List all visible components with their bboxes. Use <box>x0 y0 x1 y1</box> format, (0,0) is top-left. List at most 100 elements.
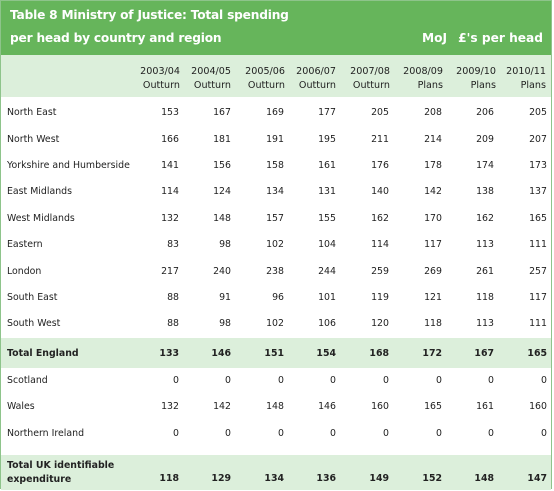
column-header-band: 2003/04 Outturn 2004/05 Outturn 2005/06 Out… <box>1 55 551 97</box>
cell-value: 83 <box>167 239 179 250</box>
cell-value: 173 <box>529 160 547 171</box>
cell-value: 129 <box>211 473 231 484</box>
cell-value: 119 <box>371 292 389 303</box>
cell-value: 0 <box>173 375 179 386</box>
cell-value: 121 <box>424 292 442 303</box>
cell-value: 217 <box>161 266 179 277</box>
cell-value: 166 <box>161 134 179 145</box>
row-label: Northern Ireland <box>7 428 85 439</box>
table-row: Eastern 83 98 102 104 114 117 113 111 <box>1 237 551 263</box>
table-row: Yorkshire and Humberside 141 156 158 161 176 1… <box>1 158 551 184</box>
table-row: North West 166 181 191 195 211 214 209 207 <box>1 132 551 158</box>
cell-value: 153 <box>161 107 179 118</box>
cell-value: 152 <box>422 473 442 484</box>
cell-value: 132 <box>161 213 179 224</box>
table-row: Wales 132 142 148 146 160 165 161 160 <box>1 399 551 425</box>
cell-value: 91 <box>219 292 231 303</box>
cell-value: 0 <box>225 375 231 386</box>
cell-value: 114 <box>371 239 389 250</box>
unit-label: £'s per head <box>458 31 543 45</box>
cell-value: 0 <box>278 428 284 439</box>
table-title: Table 8 Ministry of Justice: Total spend… <box>10 8 289 22</box>
cell-value: 0 <box>488 428 494 439</box>
col-header-2007-08: 2007/08 Outturn <box>350 66 390 91</box>
row-label-line1: Total UK identifiable <box>7 460 115 471</box>
table-row: Scotland 0 0 0 0 0 0 0 0 <box>1 373 551 399</box>
cell-value: 98 <box>219 239 231 250</box>
cell-value: 88 <box>167 318 179 329</box>
col-header-2005-06: 2005/06 Outturn <box>245 66 285 91</box>
cell-value: 177 <box>318 107 336 118</box>
cell-value: 165 <box>529 213 547 224</box>
cell-value: 106 <box>318 318 336 329</box>
cell-value: 167 <box>213 107 231 118</box>
col-header-2003-04: 2003/04 Outturn <box>140 66 180 91</box>
cell-value: 154 <box>316 348 336 359</box>
row-label: South West <box>7 318 61 329</box>
cell-value: 102 <box>266 318 284 329</box>
table-row: South East 88 91 96 101 119 121 118 117 <box>1 290 551 316</box>
row-label-line2: expenditure <box>7 474 72 485</box>
cell-value: 131 <box>318 186 336 197</box>
cell-value: 165 <box>527 348 547 359</box>
cell-value: 209 <box>476 134 494 145</box>
cell-value: 124 <box>213 186 231 197</box>
cell-value: 259 <box>371 266 389 277</box>
cell-value: 161 <box>318 160 336 171</box>
cell-value: 161 <box>476 401 494 412</box>
table-row: Northern Ireland 0 0 0 0 0 0 0 0 <box>1 426 551 452</box>
row-label: Wales <box>7 401 35 412</box>
row-label: North East <box>7 107 57 118</box>
cell-value: 114 <box>161 186 179 197</box>
cell-value: 111 <box>529 318 547 329</box>
row-label: Eastern <box>7 239 43 250</box>
cell-value: 206 <box>476 107 494 118</box>
cell-value: 168 <box>369 348 389 359</box>
row-label: Scotland <box>7 375 48 386</box>
cell-value: 0 <box>330 428 336 439</box>
cell-value: 244 <box>318 266 336 277</box>
cell-value: 238 <box>266 266 284 277</box>
cell-value: 0 <box>541 375 547 386</box>
cell-value: 261 <box>476 266 494 277</box>
cell-value: 146 <box>211 348 231 359</box>
row-label: North West <box>7 134 60 145</box>
cell-value: 118 <box>424 318 442 329</box>
cell-value: 111 <box>529 239 547 250</box>
cell-value: 142 <box>424 186 442 197</box>
col-header-2009-10: 2009/10 Plans <box>456 66 496 91</box>
cell-value: 0 <box>436 428 442 439</box>
cell-value: 0 <box>383 375 389 386</box>
cell-value: 205 <box>529 107 547 118</box>
cell-value: 146 <box>318 401 336 412</box>
row-label: South East <box>7 292 58 303</box>
cell-value: 167 <box>474 348 494 359</box>
cell-value: 172 <box>422 348 442 359</box>
cell-value: 133 <box>159 348 179 359</box>
cell-value: 208 <box>424 107 442 118</box>
table-row: West Midlands 132 148 157 155 162 170 162 165 <box>1 211 551 237</box>
cell-value: 148 <box>266 401 284 412</box>
cell-value: 162 <box>371 213 389 224</box>
cell-value: 269 <box>424 266 442 277</box>
cell-value: 0 <box>225 428 231 439</box>
cell-value: 176 <box>371 160 389 171</box>
cell-value: 101 <box>318 292 336 303</box>
table-row: North East 153 167 169 177 205 208 206 205 <box>1 105 551 131</box>
cell-value: 0 <box>541 428 547 439</box>
table-row: Total UK identifiable expenditure 118 129 13… <box>1 455 551 490</box>
cell-value: 191 <box>266 134 284 145</box>
cell-value: 174 <box>476 160 494 171</box>
cell-value: 211 <box>371 134 389 145</box>
cell-value: 134 <box>266 186 284 197</box>
cell-value: 132 <box>161 401 179 412</box>
col-header-2008-09: 2008/09 Plans <box>403 66 443 91</box>
cell-value: 0 <box>330 375 336 386</box>
cell-value: 118 <box>476 292 494 303</box>
cell-value: 136 <box>316 473 336 484</box>
row-label: Total UK identifiable expenditure <box>7 459 114 487</box>
cell-value: 169 <box>266 107 284 118</box>
cell-value: 0 <box>278 375 284 386</box>
cell-value: 0 <box>383 428 389 439</box>
